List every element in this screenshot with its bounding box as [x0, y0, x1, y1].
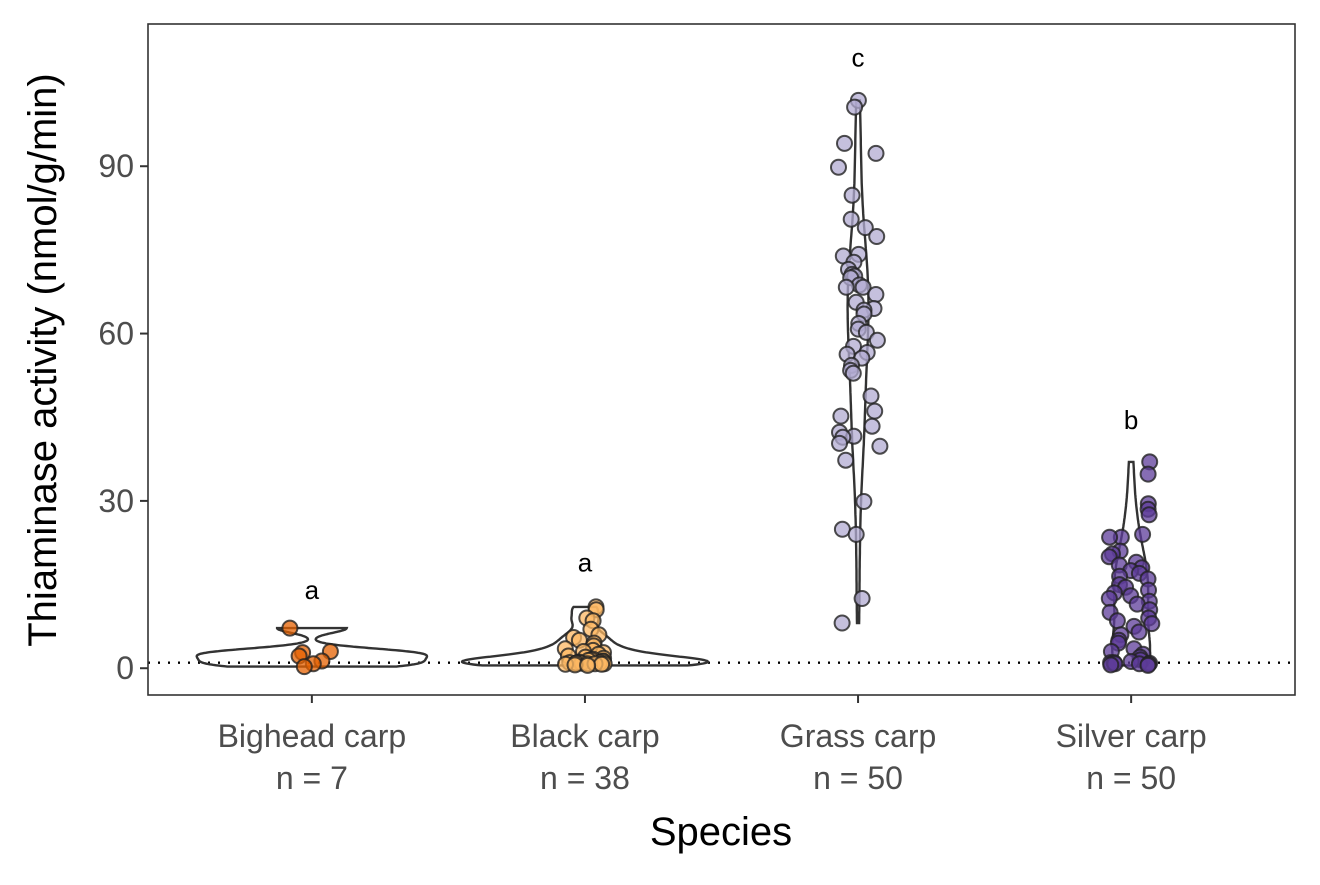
x-tick-label: Black carp [510, 718, 659, 754]
data-point [843, 186, 861, 204]
y-tick-label: 30 [98, 483, 134, 519]
panel-border [147, 23, 1296, 696]
data-point [836, 134, 853, 152]
data-point [868, 228, 886, 245]
data-point [844, 364, 862, 382]
violin-black-carp [460, 605, 709, 667]
data-point [1139, 656, 1157, 674]
data-point [1134, 525, 1152, 543]
data-point [1139, 465, 1157, 483]
data-point [868, 331, 886, 349]
data-point [867, 286, 885, 303]
data-point [832, 407, 850, 425]
data-point [855, 493, 873, 510]
data-point [1140, 506, 1158, 524]
data-point [579, 656, 597, 674]
data-point [1130, 623, 1148, 641]
data-point [833, 614, 851, 632]
y-tick-label: 0 [116, 650, 134, 686]
data-point [833, 520, 851, 538]
x-axis-title: Species [650, 810, 792, 854]
data-point [847, 525, 865, 543]
significance-letter: a [305, 575, 320, 605]
data-point [1108, 612, 1126, 630]
data-point [856, 219, 874, 237]
violin-bighead-carp [195, 626, 429, 668]
data-point [866, 402, 884, 420]
significance-letter: a [578, 547, 593, 577]
y-axis-title: Thiaminase activity (nmol/g/min) [21, 73, 65, 647]
data-point [1101, 528, 1119, 546]
data-point [854, 278, 872, 296]
y-tick-label: 60 [98, 316, 134, 352]
data-point [831, 434, 848, 452]
y-axis: 0 30 60 90 [98, 148, 148, 686]
data-point [1100, 590, 1118, 607]
x-tick-n-label: n = 50 [1086, 760, 1176, 796]
data-point [281, 619, 299, 637]
data-point [593, 655, 611, 673]
data-point [867, 144, 885, 162]
data-point [842, 210, 860, 228]
data-point [853, 590, 871, 607]
x-axis: Bighead carp n = 7 Black carp n = 38 Grass c… [218, 695, 1207, 796]
data-point [837, 278, 855, 296]
data-point [871, 437, 889, 455]
significance-letter: b [1124, 405, 1138, 435]
y-tick-label: 90 [98, 148, 134, 184]
x-tick-label: Silver carp [1056, 718, 1207, 754]
x-tick-n-label: n = 50 [813, 760, 903, 796]
x-tick-label: Grass carp [780, 718, 936, 754]
data-point [846, 98, 864, 116]
data-point [295, 658, 313, 676]
x-tick-label: Bighead carp [218, 718, 407, 754]
data-point [1102, 656, 1120, 674]
x-tick-n-label: n = 38 [540, 760, 630, 796]
data-point [863, 417, 881, 435]
x-tick-n-label: n = 7 [276, 760, 348, 796]
significance-letter: c [852, 42, 865, 72]
data-point [837, 451, 855, 469]
data-point [1143, 615, 1161, 633]
data-point [862, 387, 880, 405]
data-point [830, 158, 847, 176]
plot-area: a a c b [148, 42, 1295, 676]
